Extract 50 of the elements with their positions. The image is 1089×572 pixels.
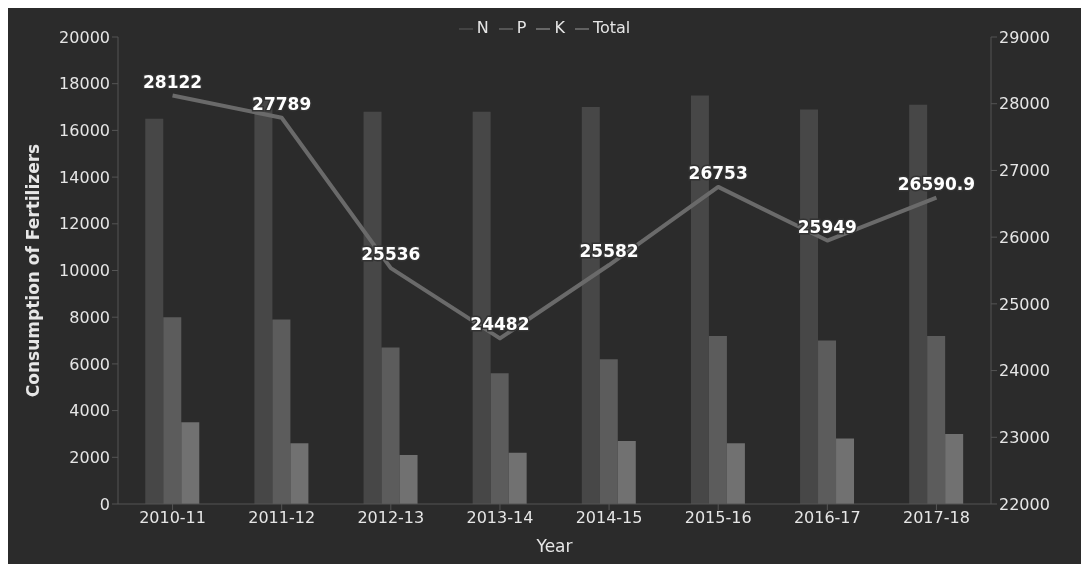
y-tick-label: 4000	[69, 401, 110, 421]
x-tick-label: 2017-18	[903, 508, 970, 528]
data-label: 25536	[361, 244, 421, 265]
y-tick-label: 2000	[69, 447, 110, 467]
bar	[145, 118, 164, 504]
x-tick-label: 2010-11	[139, 508, 206, 528]
bar	[617, 440, 636, 504]
y2-tick-label: 27000	[999, 161, 1050, 181]
y-tick-label: 12000	[59, 214, 110, 234]
bar	[945, 433, 964, 504]
y-tick-label: 10000	[59, 261, 110, 281]
x-tick-label: 2012-13	[357, 508, 425, 528]
data-label: 28122	[142, 71, 203, 92]
x-tick-label: 2011-12	[248, 508, 316, 528]
bar	[836, 438, 855, 504]
y2-tick-label: 25000	[999, 294, 1050, 314]
y-tick-label: 8000	[69, 307, 110, 327]
data-label: 24482	[470, 314, 530, 335]
y2-tick-label: 23000	[999, 427, 1050, 447]
x-tick-label: 2015-16	[684, 508, 752, 528]
y2-tick-label: 26000	[999, 227, 1050, 247]
data-label: 25949	[797, 216, 857, 237]
bar	[726, 443, 745, 504]
x-tick-label: 2013-14	[466, 508, 534, 528]
data-label: 26753	[688, 162, 748, 183]
bar	[508, 452, 527, 504]
legend-label: K	[554, 18, 565, 37]
bar	[399, 454, 418, 504]
x-axis-title: Year	[535, 536, 573, 556]
y2-tick-label: 22000	[999, 494, 1050, 514]
y-tick-label: 20000	[59, 27, 110, 47]
y-tick-label: 0	[99, 494, 110, 514]
bar	[181, 422, 200, 504]
data-label: 26590.9	[897, 173, 976, 194]
y2-tick-label: 28000	[999, 94, 1050, 114]
x-tick-label: 2014-15	[575, 508, 643, 528]
y-tick-label: 18000	[59, 74, 110, 94]
y2-tick-label: 29000	[999, 27, 1050, 47]
data-label: 27789	[252, 93, 312, 114]
bar	[290, 443, 309, 504]
legend-label: Total	[592, 18, 631, 37]
data-label: 25582	[579, 241, 639, 262]
legend-label: N	[476, 18, 489, 37]
y-axis-title: Consumption of Fertilizers	[23, 143, 44, 398]
x-tick-label: 2016-17	[793, 508, 861, 528]
y-tick-label: 14000	[59, 167, 110, 187]
y2-tick-label: 24000	[999, 361, 1050, 381]
legend-label: P	[516, 18, 527, 37]
y-tick-label: 6000	[69, 354, 110, 374]
y-tick-label: 16000	[59, 121, 110, 141]
